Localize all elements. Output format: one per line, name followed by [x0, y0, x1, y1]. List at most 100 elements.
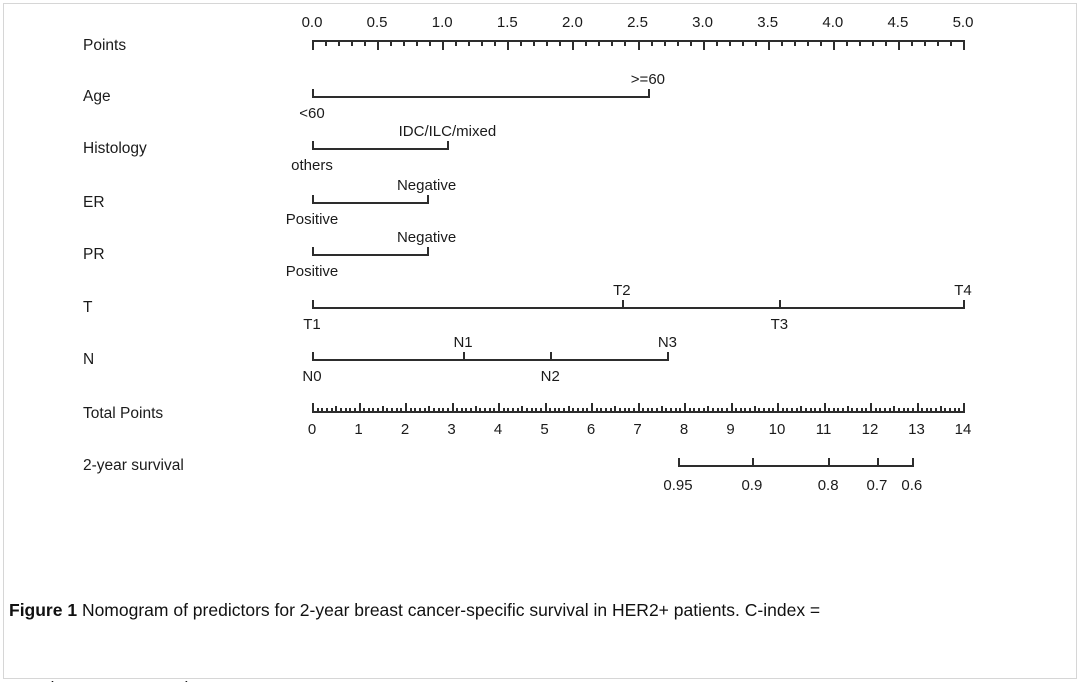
total-points-tick [953, 408, 956, 413]
total-points-tick [809, 408, 812, 413]
total-points-tick [498, 403, 500, 413]
row-line-pr [312, 254, 429, 256]
points-tick-label: 5.0 [952, 14, 974, 31]
points-axis-tick [559, 40, 562, 46]
total-points-tick [391, 408, 394, 413]
total-points-tick [446, 408, 449, 413]
points-axis-title: Points [83, 37, 127, 54]
points-axis-tick [338, 40, 341, 46]
total-points-tick [460, 408, 463, 413]
total-points-tick [679, 408, 682, 413]
total-points-tick [744, 408, 747, 413]
total-points-tick [553, 408, 556, 413]
total-points-tick [656, 408, 659, 413]
total-points-tick [465, 408, 468, 413]
total-points-tick [312, 403, 314, 413]
points-axis-tick [650, 40, 653, 46]
total-points-tick [516, 408, 519, 413]
total-points-tick [386, 408, 389, 413]
category-tick-histology-others [312, 141, 314, 150]
survival-tick-0-7 [876, 458, 879, 467]
total-points-tick [358, 403, 361, 413]
points-axis-tick [728, 40, 731, 46]
category-label-age-60: >=60 [630, 71, 666, 88]
total-points-tick [437, 408, 440, 413]
points-tick-label: 2.5 [627, 14, 648, 31]
total-points-tick [367, 408, 370, 413]
total-points-tick [693, 408, 696, 413]
total-points-tick [637, 403, 640, 413]
category-label-pr-positive: Positive [285, 263, 339, 280]
total-points-tick [325, 408, 328, 413]
total-points-tick [493, 408, 496, 413]
total-points-tick-label: 10 [768, 421, 786, 438]
category-tick-age-60 [647, 89, 650, 98]
total-points-tick [488, 408, 491, 413]
total-points-tick [502, 408, 505, 413]
total-points-tick [321, 408, 324, 413]
category-label-n-n1: N1 [453, 334, 473, 351]
category-label-n-n3: N3 [657, 334, 678, 351]
total-points-tick [595, 408, 598, 413]
total-points-tick [939, 406, 942, 413]
points-axis-tick [416, 40, 419, 46]
caption-figure-label: Figure 1 [9, 600, 78, 620]
points-axis-tick [754, 40, 757, 46]
points-axis-tick [963, 40, 965, 50]
category-label-er-negative: Negative [396, 177, 457, 194]
points-axis-tick [611, 40, 614, 46]
points-tick-label: 0.5 [366, 14, 388, 31]
total-points-tick-label: 3 [447, 421, 456, 438]
caption-line-2: 0.81 (95%CI 0.79-0.83) [9, 675, 1073, 682]
total-points-tick [925, 408, 928, 413]
points-axis-tick [377, 40, 380, 50]
total-points-tick [944, 408, 947, 413]
points-axis-tick [312, 40, 314, 50]
total-points-tick [767, 408, 770, 413]
survival-tick-0-9 [751, 458, 754, 467]
total-points-tick [563, 408, 566, 413]
category-tick-t-t1 [312, 300, 314, 309]
total-points-tick [800, 406, 803, 413]
total-points-tick [707, 406, 710, 413]
row-line-n [312, 359, 670, 361]
total-points-tick [777, 403, 779, 413]
row-label-t: T [83, 299, 93, 316]
total-points-tick [716, 408, 719, 413]
total-points-tick [893, 406, 896, 413]
total-points-tick [591, 403, 593, 413]
total-points-tick [823, 403, 826, 413]
total-points-tick [804, 408, 807, 413]
row-line-age [312, 96, 650, 98]
total-points-tick [530, 408, 533, 413]
points-axis-tick [767, 40, 770, 50]
total-points-tick-label: 5 [540, 421, 549, 438]
points-axis-tick [663, 40, 666, 46]
points-axis-tick [364, 40, 367, 46]
category-label-histology-idc-ilc-mixed: IDC/ILC/mixed [398, 123, 497, 140]
total-points-tick [507, 408, 510, 413]
total-points-tick-label: 13 [908, 421, 925, 438]
row-label-age: Age [83, 88, 111, 105]
total-points-tick [600, 408, 603, 413]
total-points-tick [646, 408, 649, 413]
category-tick-pr-negative [426, 247, 429, 256]
total-points-tick [818, 408, 821, 413]
category-tick-er-negative [426, 195, 429, 204]
points-axis-tick [351, 40, 354, 46]
category-tick-n-n2 [550, 352, 553, 361]
points-axis-tick [325, 40, 328, 46]
total-points-tick [428, 406, 431, 413]
points-axis-tick [481, 40, 484, 46]
total-points-tick [897, 408, 900, 413]
total-points-tick [381, 406, 384, 413]
total-points-tick [363, 408, 366, 413]
category-tick-t-t2 [621, 300, 624, 309]
points-axis-tick [572, 40, 575, 50]
total-points-tick-label: 14 [954, 421, 972, 438]
total-points-tick [544, 403, 547, 413]
total-points-tick [642, 408, 645, 413]
category-tick-n-n1 [463, 352, 466, 361]
points-axis-tick [637, 40, 640, 50]
total-points-tick [870, 403, 872, 413]
